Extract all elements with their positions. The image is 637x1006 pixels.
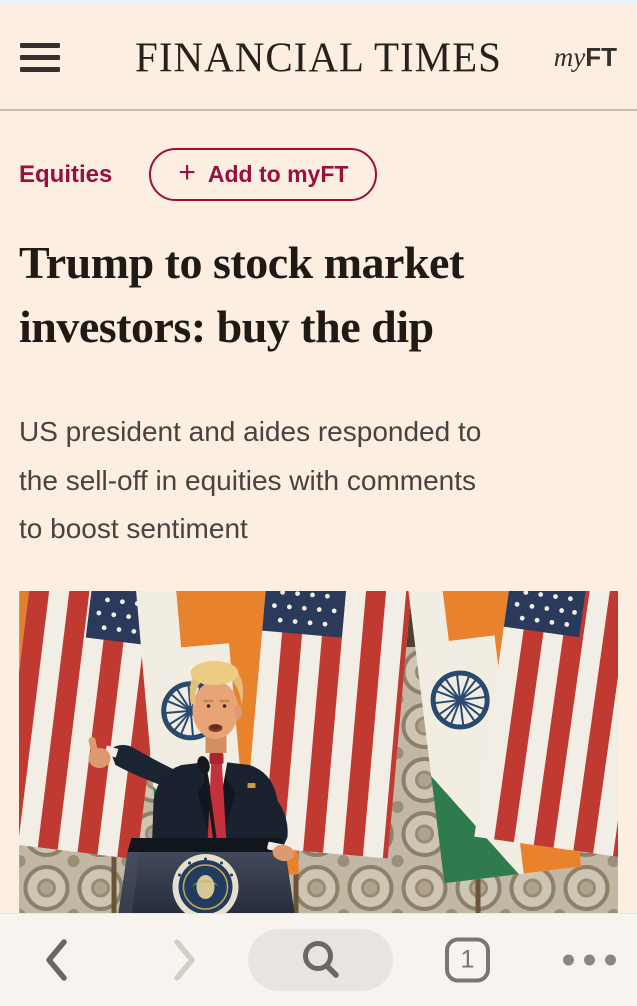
standfirst-line-1: US president and aides responded to: [19, 416, 482, 447]
ft-header: FINANCIAL TIMES myFT: [0, 5, 637, 111]
myft-my: my: [553, 41, 586, 72]
ft-logo[interactable]: FINANCIAL TIMES: [135, 33, 502, 81]
tab-count: 1: [460, 945, 475, 974]
tag-link-equities[interactable]: Equities: [19, 160, 113, 188]
article-standfirst: US president and aides responded to the …: [19, 408, 618, 554]
add-to-myft-label: Add to myFT: [207, 161, 349, 187]
myft-ft: FT: [585, 41, 617, 72]
hamburger-menu-icon[interactable]: [20, 42, 60, 72]
standfirst-line-2: the sell-off in equities with comments: [19, 464, 477, 496]
search-button[interactable]: [248, 929, 393, 991]
browser-toolbar: 1: [0, 913, 637, 1006]
headline-line-1: Trump to stock market: [19, 237, 464, 288]
myft-link[interactable]: myFT: [554, 42, 617, 73]
photo-illustration: [19, 590, 618, 919]
more-icon[interactable]: [563, 954, 616, 966]
article-headline: Trump to stock market investors: buy the…: [19, 231, 618, 359]
article-photo: [19, 590, 618, 919]
presidential-seal: [172, 853, 239, 919]
article: Equities + Add to myFT Trump to stock ma…: [0, 148, 637, 919]
tag-row: Equities + Add to myFT: [19, 148, 618, 201]
forward-icon[interactable]: [167, 934, 201, 986]
tabs-icon[interactable]: 1: [445, 937, 490, 983]
standfirst-line-3: to boost sentiment: [19, 513, 248, 544]
search-icon: [302, 941, 339, 978]
headline-line-2: investors: buy the dip: [19, 301, 434, 352]
add-to-myft-button[interactable]: + Add to myFT: [149, 148, 378, 201]
plus-icon: +: [178, 156, 196, 189]
back-icon[interactable]: [40, 934, 74, 986]
status-strip: [0, 0, 637, 5]
